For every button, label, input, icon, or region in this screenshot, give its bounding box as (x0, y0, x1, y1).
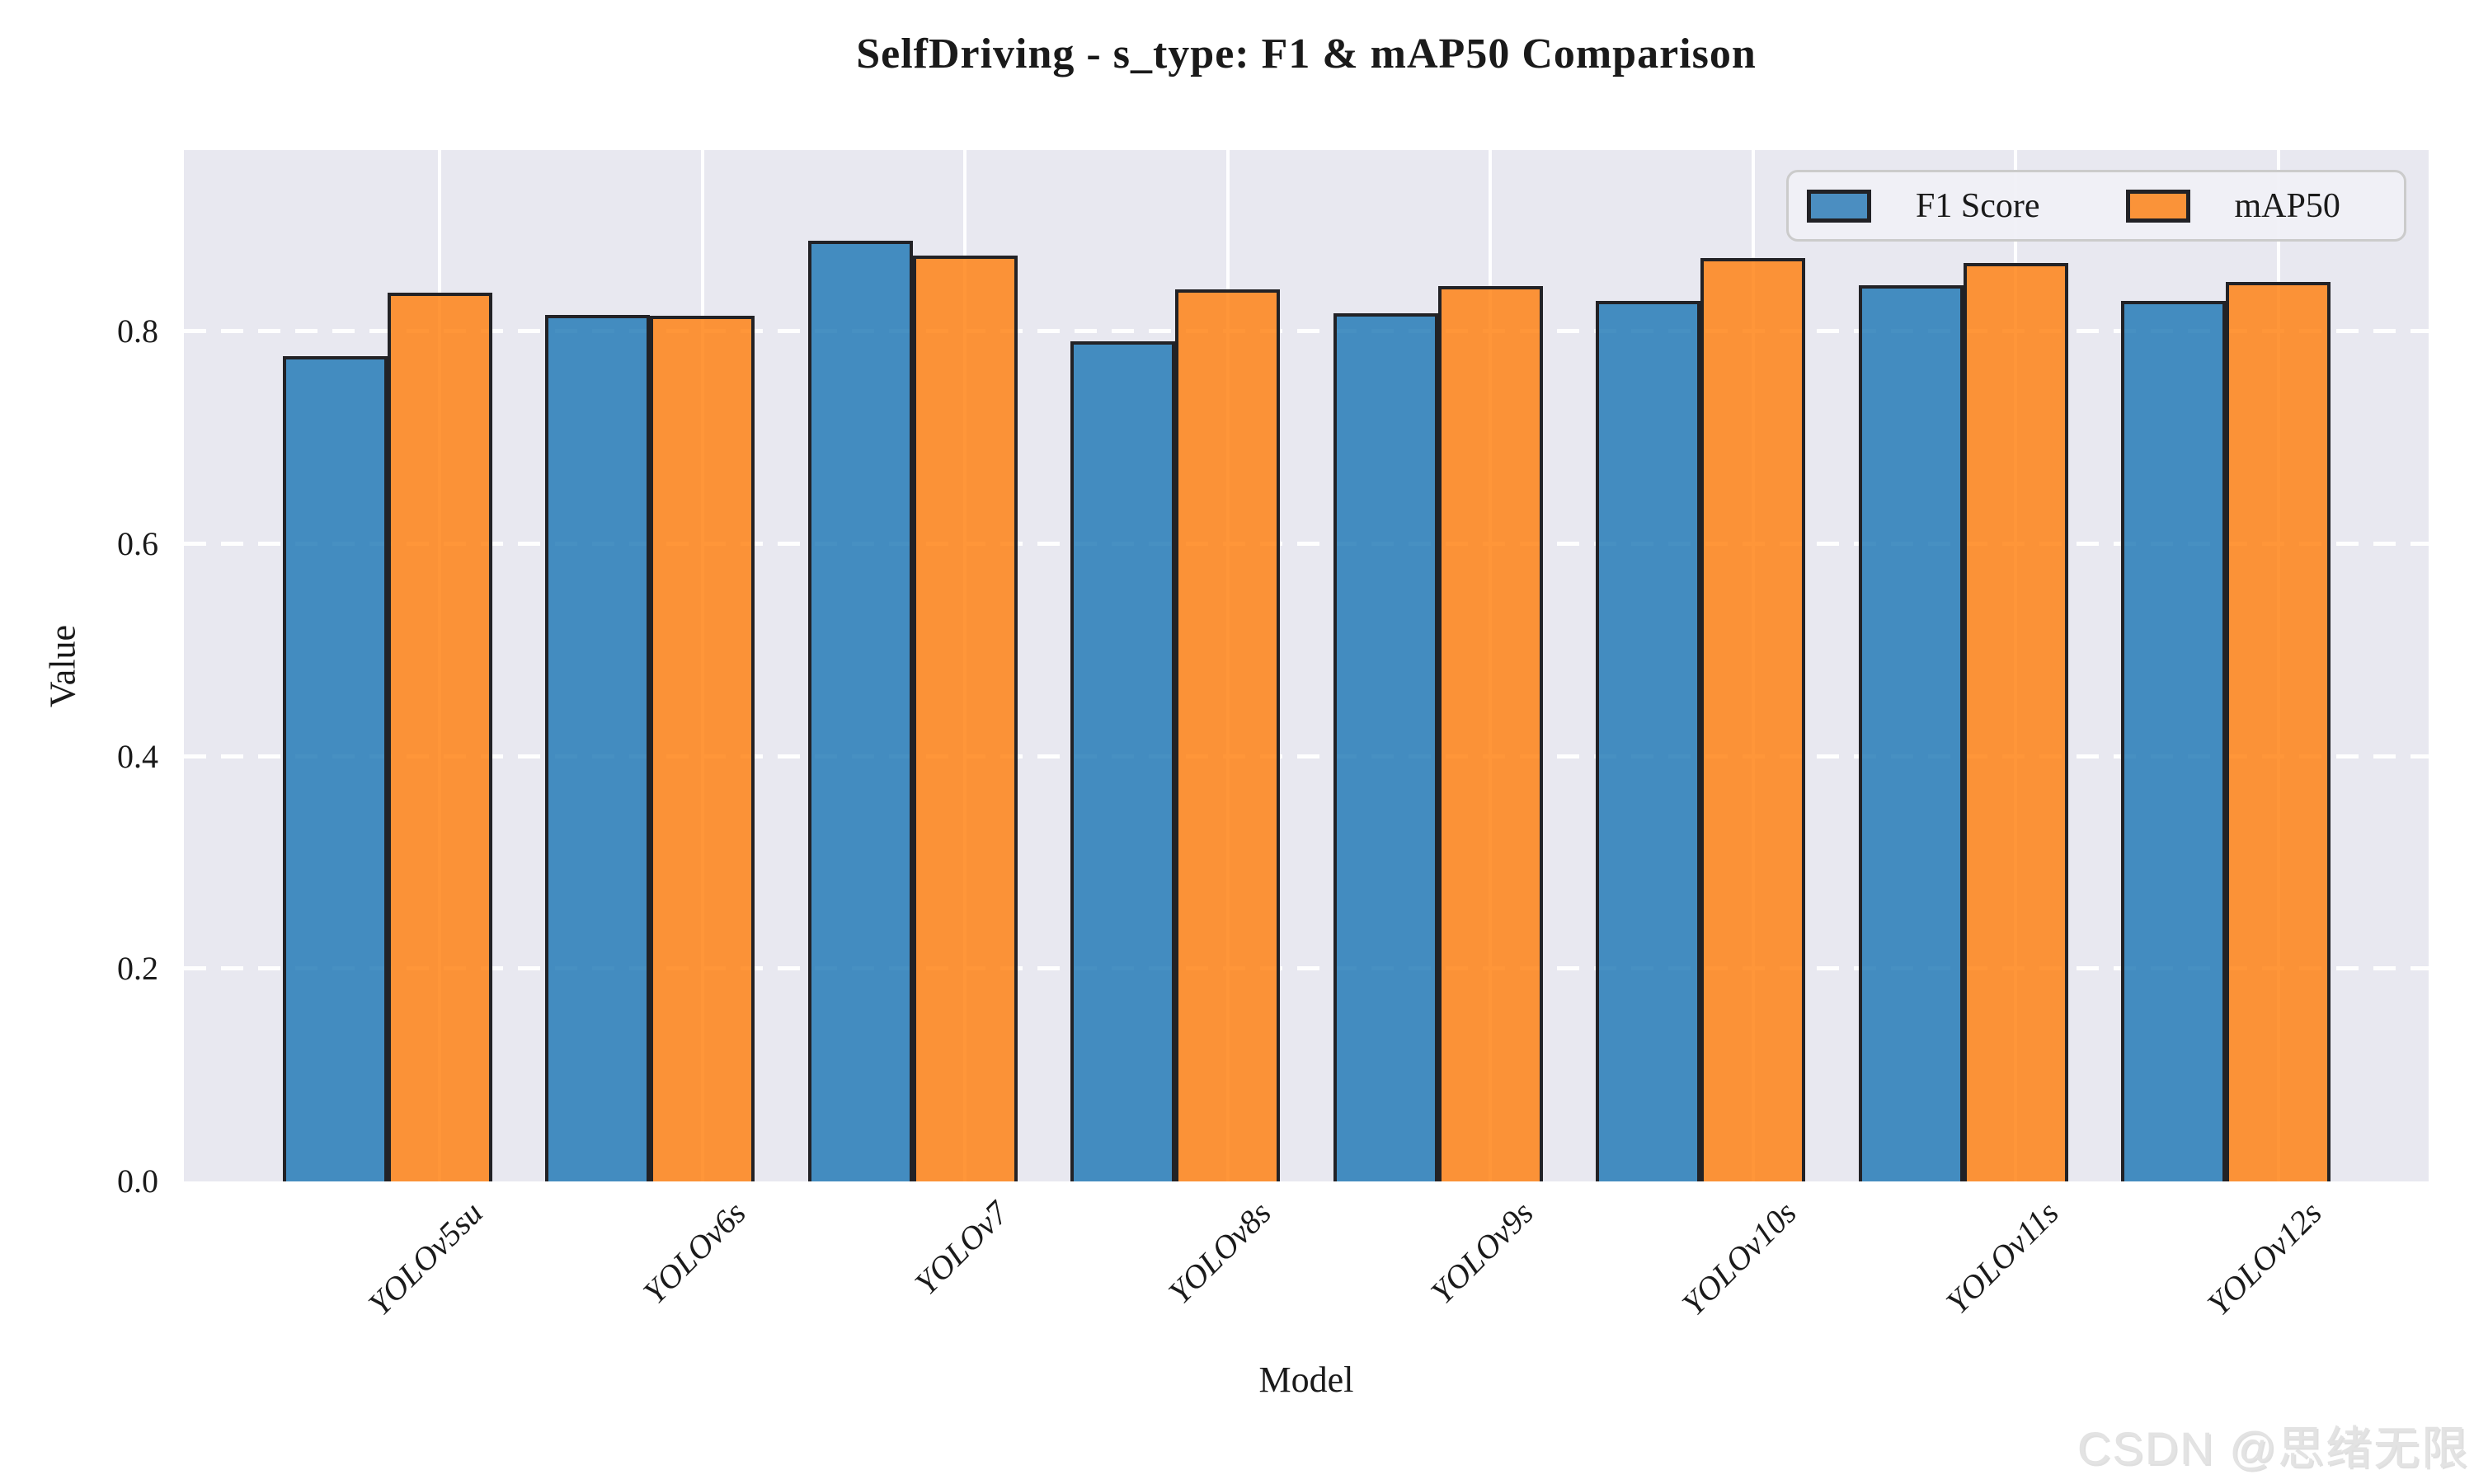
bar-f1-yolov12s (2121, 300, 2226, 1181)
x-tick-label-yolov10s: YOLOv10s (1674, 1194, 1804, 1323)
y-gridline-0.2 (184, 966, 2429, 971)
bar-map50-yolov7 (912, 255, 1018, 1181)
bar-map50-yolov10s (1700, 258, 1805, 1181)
y-gridline-0.6 (184, 541, 2429, 546)
legend-item-map50: mAP50 (2125, 186, 2340, 226)
y-gridline-0.8 (184, 329, 2429, 334)
y-tick-label-0.0: 0.0 (117, 1162, 158, 1200)
x-tick-label-yolov8s: YOLOv8s (1160, 1194, 1278, 1312)
bar-map50-yolov9s (1437, 285, 1543, 1181)
x-tick-label-yolov9s: YOLOv9s (1423, 1194, 1541, 1312)
bar-f1-yolov10s (1596, 300, 1700, 1181)
bar-f1-yolov9s (1333, 313, 1438, 1181)
bar-f1-yolov6s (545, 314, 650, 1181)
legend-label-map50: mAP50 (2234, 186, 2340, 225)
bar-f1-yolov7 (807, 240, 913, 1181)
bar-map50-yolov11s (1963, 262, 2068, 1181)
csdn-watermark: CSDN @思绪无限 (2077, 1422, 2469, 1474)
x-axis-label: Model (1258, 1360, 1354, 1400)
bar-map50-yolov12s (2226, 281, 2331, 1181)
x-tick-label-yolov7: YOLOv7 (907, 1194, 1016, 1303)
x-tick-label-yolov6s: YOLOv6s (635, 1194, 753, 1312)
bar-map50-yolov8s (1175, 289, 1280, 1181)
plot-area (184, 150, 2429, 1181)
y-tick-label-0.8: 0.8 (117, 312, 158, 350)
bar-map50-yolov6s (650, 316, 755, 1181)
legend: F1 Score mAP50 (1786, 170, 2406, 242)
bar-f1-yolov11s (1858, 284, 1964, 1181)
legend-item-f1: F1 Score (1807, 186, 2040, 226)
chart-title: SelfDriving - s_type: F1 & mAP50 Compari… (856, 31, 1757, 77)
x-tick-label-yolov11s: YOLOv11s (1939, 1194, 2067, 1322)
legend-swatch-f1-score (1807, 189, 1871, 223)
y-tick-label-0.6: 0.6 (117, 524, 158, 562)
bar-f1-yolov8s (1070, 340, 1175, 1181)
legend-swatch-map50 (2125, 189, 2190, 223)
y-gridline-0.4 (184, 754, 2429, 758)
bar-map50-yolov5su (387, 292, 492, 1181)
y-tick-label-0.2: 0.2 (117, 950, 158, 988)
legend-label-f1-score: F1 Score (1916, 186, 2040, 225)
x-tick-label-yolov12s: YOLOv12s (2199, 1194, 2329, 1323)
bar-f1-yolov5su (282, 355, 388, 1181)
x-tick-label-yolov5su: YOLOv5su (361, 1194, 491, 1323)
y-tick-label-0.4: 0.4 (117, 737, 158, 775)
y-axis-label: Value (42, 624, 83, 708)
